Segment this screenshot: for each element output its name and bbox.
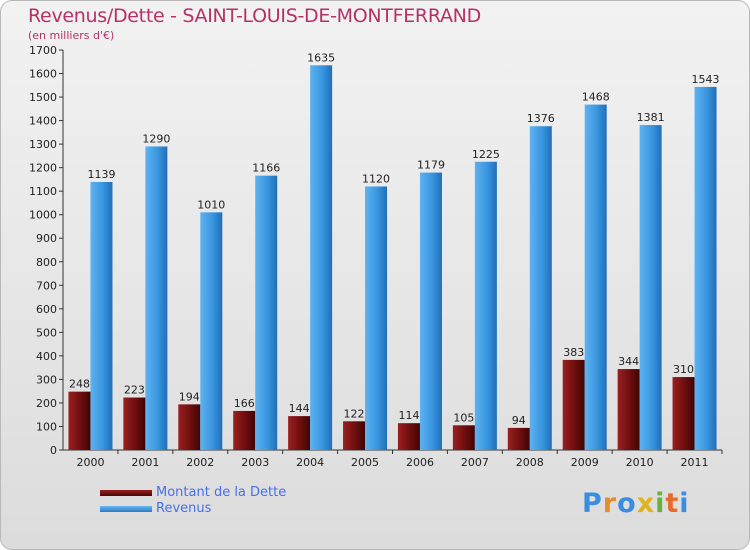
x-tick-label: 2000 (76, 456, 104, 469)
x-tick-label: 2007 (461, 456, 489, 469)
bar-revenue (310, 65, 333, 450)
legend-label-revenue: Revenus (156, 501, 212, 516)
bar-debt (233, 410, 256, 450)
data-label-revenue: 1120 (362, 172, 390, 185)
data-label-debt: 248 (69, 378, 90, 391)
x-tick-label: 2001 (131, 456, 159, 469)
data-label-revenue: 1376 (527, 112, 555, 125)
data-label-revenue: 1468 (582, 91, 610, 104)
y-tick-label: 1300 (29, 138, 57, 151)
y-tick-label: 1400 (29, 115, 57, 128)
bar-revenue (255, 175, 278, 450)
data-label-revenue: 1635 (307, 51, 335, 64)
bar-debt (178, 404, 201, 450)
bar-debt (672, 377, 695, 450)
y-tick-label: 300 (36, 373, 57, 386)
y-tick-label: 600 (36, 303, 57, 316)
y-tick-label: 0 (50, 444, 57, 457)
x-tick-label: 2011 (681, 456, 709, 469)
data-label-debt: 383 (563, 346, 584, 359)
bar-revenue (90, 182, 113, 450)
bar-revenue (200, 212, 223, 450)
data-label-debt: 114 (398, 409, 419, 422)
bar-revenue (419, 172, 442, 450)
legend-swatch-revenue (100, 506, 152, 512)
data-label-revenue: 1179 (417, 159, 445, 172)
y-tick-label: 700 (36, 279, 57, 292)
x-tick-label: 2010 (626, 456, 654, 469)
bar-revenue (639, 125, 662, 450)
y-tick-label: 400 (36, 350, 57, 363)
x-tick-label: 2009 (571, 456, 599, 469)
data-label-revenue: 1290 (142, 132, 170, 145)
bar-debt (68, 391, 91, 450)
bar-revenue (694, 86, 717, 451)
y-tick-label: 100 (36, 420, 57, 433)
bar-debt (507, 427, 530, 450)
y-tick-label: 1200 (29, 162, 57, 175)
x-tick-label: 2006 (406, 456, 434, 469)
y-tick-label: 1100 (29, 185, 57, 198)
y-tick-label: 1700 (29, 44, 57, 57)
data-label-revenue: 1543 (692, 73, 720, 86)
data-label-revenue: 1381 (637, 111, 665, 124)
bar-revenue (474, 161, 497, 450)
data-label-debt: 310 (673, 363, 694, 376)
data-label-revenue: 1225 (472, 148, 500, 161)
y-tick-label: 800 (36, 256, 57, 269)
data-label-debt: 122 (344, 407, 365, 420)
y-tick-label: 900 (36, 232, 57, 245)
data-label-debt: 105 (453, 411, 474, 424)
bar-debt (288, 416, 311, 450)
chart-subtitle: (en milliers d'€) (28, 29, 115, 42)
data-label-revenue: 1166 (252, 162, 280, 175)
y-tick-label: 1500 (29, 91, 57, 104)
x-tick-label: 2002 (186, 456, 214, 469)
data-label-revenue: 1139 (87, 168, 115, 181)
bar-revenue (584, 104, 607, 451)
bar-revenue (145, 146, 168, 450)
x-tick-label: 2003 (241, 456, 269, 469)
chart-title: Revenus/Dette - SAINT-LOUIS-DE-MONTFERRA… (28, 5, 481, 27)
legend-label-debt: Montant de la Dette (156, 485, 287, 500)
data-label-debt: 144 (289, 402, 310, 415)
y-tick-label: 1600 (29, 68, 57, 81)
bar-revenue (529, 126, 552, 450)
y-tick-label: 500 (36, 326, 57, 339)
bar-debt (123, 397, 146, 450)
data-label-revenue: 1010 (197, 198, 225, 211)
y-tick-label: 200 (36, 397, 57, 410)
x-tick-label: 2008 (516, 456, 544, 469)
proxiti-logo: Proxiti (582, 488, 690, 519)
bar-debt (452, 425, 475, 450)
data-label-debt: 223 (124, 384, 145, 397)
x-tick-label: 2004 (296, 456, 324, 469)
data-label-debt: 194 (179, 390, 200, 403)
data-label-debt: 166 (234, 397, 255, 410)
legend-swatch-debt (100, 490, 152, 496)
x-tick-label: 2005 (351, 456, 379, 469)
bar-revenue (365, 186, 388, 450)
data-label-debt: 94 (512, 414, 526, 427)
data-label-debt: 344 (618, 355, 639, 368)
bar-debt (397, 423, 420, 450)
bar-debt (562, 359, 585, 450)
bar-debt (617, 369, 640, 450)
y-tick-label: 1000 (29, 209, 57, 222)
bar-debt (343, 421, 366, 450)
